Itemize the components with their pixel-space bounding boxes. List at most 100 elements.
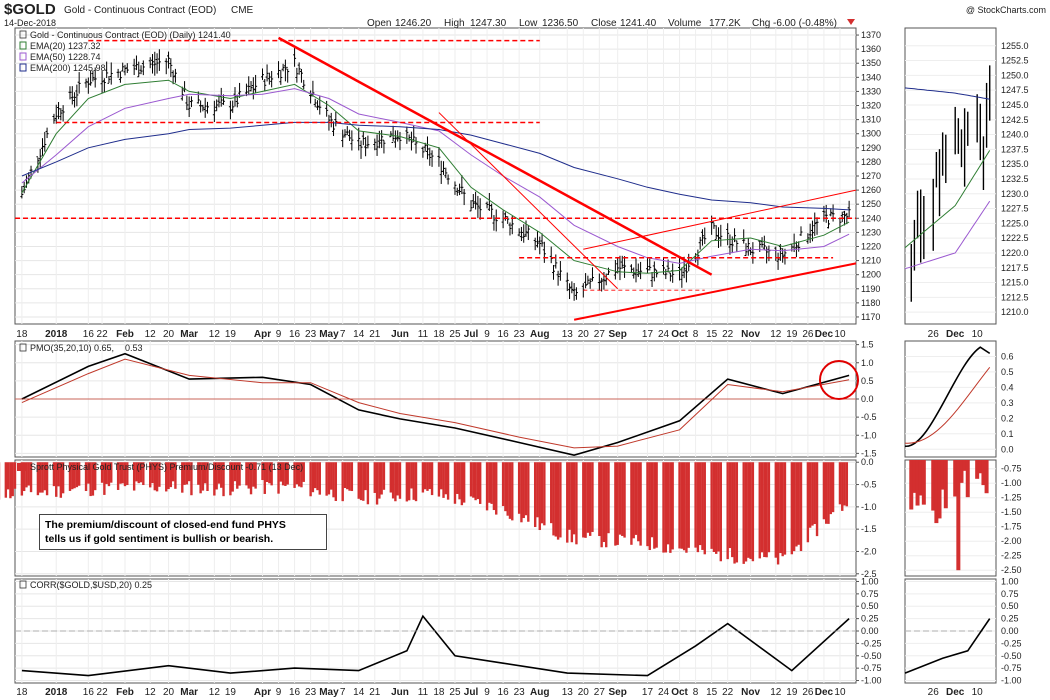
histogram-bar xyxy=(105,462,108,484)
zoom-x-tick-label: 10 xyxy=(972,687,984,698)
histogram-bar xyxy=(426,462,429,491)
x-tick-label: 11 xyxy=(418,329,429,340)
histogram-bar xyxy=(806,462,810,543)
histogram-bar xyxy=(669,462,672,553)
histogram-bar xyxy=(458,462,461,500)
histogram-bar xyxy=(334,462,338,501)
y-tick-label: 1240 xyxy=(861,213,881,223)
histogram-bar xyxy=(185,462,189,485)
histogram-bar xyxy=(552,462,555,536)
x-tick-label: Oct xyxy=(671,687,688,698)
x-tick-label: Feb xyxy=(116,687,134,698)
x-tick-label: 9 xyxy=(484,329,490,340)
zoom-y-tick-label: 1240.0 xyxy=(1001,130,1029,140)
note-line-2: tells us if gold sentiment is bullish or… xyxy=(45,533,274,545)
x-tick-label: 21 xyxy=(369,687,381,698)
histogram-bar xyxy=(703,462,706,555)
histogram-bar xyxy=(511,462,514,521)
zoom-y-tick-label: 0.75 xyxy=(1001,589,1019,599)
histogram-bar xyxy=(39,462,42,493)
zoom-y-tick-label: 1210.0 xyxy=(1001,307,1029,317)
histogram-bar xyxy=(199,462,202,494)
zoom-histogram-bar xyxy=(937,460,942,519)
x-tick-label: Apr xyxy=(254,687,271,698)
histogram-bar xyxy=(43,462,46,491)
x-tick-label: Feb xyxy=(116,329,134,340)
zoom-histogram-bar xyxy=(962,460,967,471)
x-tick-label: 26 xyxy=(802,329,814,340)
histogram-bar xyxy=(822,462,826,520)
histogram-bar xyxy=(238,462,241,486)
histogram-bar xyxy=(364,462,367,491)
note-line-1: The premium/discount of closed-end fund … xyxy=(45,519,286,531)
histogram-bar xyxy=(391,462,395,499)
histogram-bar xyxy=(728,462,732,549)
zoom-y-tick-label: -1.25 xyxy=(1001,493,1022,503)
pmo-zoom-frame xyxy=(904,340,997,458)
x-tick-label: 9 xyxy=(276,687,282,698)
histogram-bar xyxy=(407,462,411,501)
x-tick-label: 16 xyxy=(289,687,301,698)
y-tick-label: 0.25 xyxy=(861,614,879,624)
histogram-bar xyxy=(559,462,562,538)
histogram-bar xyxy=(20,462,24,496)
zoom-histogram-bar xyxy=(931,460,936,511)
ema50-swatch xyxy=(19,52,27,61)
y-tick-label: -2.0 xyxy=(861,546,877,556)
histogram-bar xyxy=(566,462,569,543)
low-label: Low xyxy=(519,18,538,29)
phys-frame xyxy=(14,459,857,577)
histogram-bar xyxy=(517,462,521,514)
histogram-bar xyxy=(52,462,56,487)
x-tick-label: 7 xyxy=(340,329,346,340)
histogram-bar xyxy=(116,462,120,490)
ema200-swatch xyxy=(19,63,27,72)
corr-icon xyxy=(19,580,27,589)
histogram-bar xyxy=(300,462,303,488)
zoom-y-tick-label: 0.25 xyxy=(1001,614,1019,624)
y-tick-label: 1190 xyxy=(861,284,880,294)
x-tick-label: Aug xyxy=(530,329,549,340)
y-tick-label: -0.75 xyxy=(861,663,882,673)
histogram-bar xyxy=(414,462,418,502)
histogram-bar xyxy=(84,462,88,492)
x-tick-label: 23 xyxy=(514,329,526,340)
histogram-bar xyxy=(405,462,409,502)
highlight-circle xyxy=(819,360,859,400)
histogram-bar xyxy=(389,462,393,493)
x-tick-label: 20 xyxy=(578,687,590,698)
histogram-bar xyxy=(229,462,232,496)
phys-panel: 0.0 -0.5 -1.0 -1.5 -2.0 -2.5 Sprott Physical … xyxy=(0,457,877,579)
histogram-bar xyxy=(249,462,253,495)
zoom-y-tick-label: 0.2 xyxy=(1001,413,1014,423)
ema20-label: EMA(20) 1237.32 xyxy=(30,41,101,51)
zoom-histogram-bar xyxy=(921,460,926,505)
histogram-bar xyxy=(533,462,537,528)
histogram-bar xyxy=(808,462,812,528)
histogram-bar xyxy=(678,462,681,549)
zoom-y-tick-label: -0.50 xyxy=(1001,651,1022,661)
ema20-line xyxy=(21,79,850,274)
histogram-bar xyxy=(779,462,782,554)
histogram-bar xyxy=(607,462,610,534)
histogram-bar xyxy=(396,462,399,496)
histogram-bar xyxy=(247,462,250,489)
x-tick-label: Mar xyxy=(180,687,198,698)
histogram-bar xyxy=(139,462,143,483)
zoom-y-tick-label: 1232.5 xyxy=(1001,174,1029,184)
price-panel-title: Gold - Continuous Contract (EOD) (Daily)… xyxy=(30,30,231,40)
annotation-note: The premium/discount of closed-end fund … xyxy=(39,514,327,550)
y-tick-label: -1.5 xyxy=(861,448,877,458)
histogram-bar xyxy=(453,462,457,504)
x-tick-label: 16 xyxy=(498,329,510,340)
zoom-histogram-bar xyxy=(918,460,923,496)
histogram-bar xyxy=(492,462,496,511)
pmo-line xyxy=(21,352,850,457)
histogram-bar xyxy=(346,462,349,490)
x-tick-label: 25 xyxy=(449,687,461,698)
phys-histogram xyxy=(0,462,849,565)
histogram-bar xyxy=(726,462,729,560)
histogram-bar xyxy=(744,462,748,562)
histogram-bar xyxy=(6,462,10,490)
histogram-bar xyxy=(121,462,124,484)
